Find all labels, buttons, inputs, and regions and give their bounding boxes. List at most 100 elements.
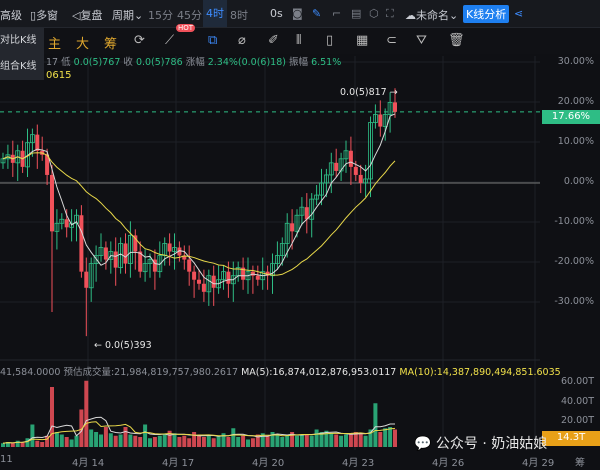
indicator-big[interactable]: 大: [76, 37, 90, 52]
volume-bar: [314, 429, 319, 447]
magnet-icon[interactable]: ⊂: [386, 33, 397, 48]
candle-body: [177, 247, 182, 256]
interval-45m[interactable]: 45分: [177, 9, 202, 22]
frame-icon[interactable]: ⌐: [332, 7, 342, 20]
candle-body: [309, 198, 315, 220]
cursor-tool-icon[interactable]: ⧉: [208, 33, 218, 48]
candle-body: [5, 154, 11, 160]
note-icon[interactable]: ▯: [326, 33, 334, 48]
settings-icon[interactable]: ⬡: [369, 7, 379, 20]
candle-body: [172, 247, 177, 252]
menu-item-compare-kline[interactable]: 对比K线: [0, 35, 37, 46]
candle-body: [353, 166, 358, 175]
replay-button[interactable]: ◁复盘: [72, 9, 103, 22]
indicator-chips[interactable]: 筹: [104, 37, 118, 52]
volume-bar: [108, 433, 113, 447]
volume-bar: [84, 380, 89, 447]
volume-bar: [10, 443, 15, 447]
advanced-button[interactable]: 高级: [0, 9, 22, 22]
interval-8h[interactable]: 8时: [230, 9, 248, 22]
candle-body: [304, 207, 309, 220]
period-dropdown[interactable]: 周期⌄: [112, 9, 144, 22]
volume-bar: [59, 434, 64, 447]
kline-analysis-button[interactable]: K线分析: [463, 5, 510, 23]
candle-body: [123, 243, 128, 264]
fullscreen-icon[interactable]: ⛶: [386, 7, 394, 20]
volume-bar: [216, 435, 221, 447]
volume-bar: [270, 432, 275, 447]
candle-body: [192, 271, 197, 280]
volume-bar: [201, 437, 206, 447]
multi-window-button[interactable]: ▯多窗: [30, 9, 59, 22]
indicator-main[interactable]: 主: [48, 37, 62, 52]
interval-4h[interactable]: 4时: [203, 0, 227, 27]
interval-15m[interactable]: 15分: [148, 9, 173, 22]
volume-bar: [275, 434, 280, 447]
change-label: 涨幅: [185, 57, 205, 68]
volume-bar: [123, 427, 128, 447]
edit-icon[interactable]: ▦: [356, 33, 369, 48]
high-marker: 0.0(5)817 →: [340, 87, 398, 98]
brush-icon[interactable]: ✐: [268, 33, 279, 48]
candle-body: [29, 134, 35, 144]
camera-icon[interactable]: ◙: [292, 7, 303, 20]
menu-item-combine-kline[interactable]: 组合K线: [0, 61, 37, 72]
candle-body: [319, 182, 324, 196]
dropdown-menu: 对比K线 组合K线: [0, 28, 44, 80]
volume-bar: [177, 437, 182, 447]
refresh-icon[interactable]: ⟳: [134, 33, 145, 48]
drawing-toolbar: 主 大 筹 ⟳ ⟋ HOT ⧉ ⌀ ✐ ⫴ ▯ ▦ ⊂ ⛛ 🗑: [0, 24, 600, 54]
volume-bar: [231, 428, 236, 447]
price-axis-label: -10.00%: [554, 216, 594, 227]
ohlc-info: 17 低 0.0(5)767 收 0.0(5)786 涨幅 2.34%(0.0(…: [46, 54, 341, 68]
candle-body: [74, 214, 79, 224]
date-label: 11: [0, 454, 13, 465]
cloud-layout-dropdown[interactable]: ☁未命名⌄: [405, 9, 459, 22]
volume-bar: [368, 429, 373, 447]
volume-bar: [187, 438, 192, 447]
volume-bar: [255, 434, 260, 447]
candle-body: [387, 102, 393, 115]
volume-bar: [138, 437, 143, 447]
share-icon[interactable]: ⋖: [514, 7, 524, 20]
layout-name: 未命名: [416, 9, 449, 22]
candle-body: [93, 255, 99, 264]
volume-info: 41,584.0000 预估成交量:21,984,819,757,980.261…: [0, 364, 561, 378]
fib-icon[interactable]: ⫴: [296, 33, 302, 48]
price-axis-label: 0.00%: [563, 176, 594, 187]
candle-body: [221, 271, 226, 281]
volume-bar: [50, 387, 54, 447]
amplitude-value: 6.51%: [311, 57, 342, 68]
bottom-right-label: 筹: [575, 458, 585, 469]
volume-bar: [143, 424, 148, 447]
price-axis-label: -20.00%: [554, 256, 594, 267]
volume-bar: [167, 430, 172, 447]
volume-bar: [393, 429, 397, 447]
pencil-icon[interactable]: ✎: [312, 7, 322, 20]
current-price-tag: 17.66%: [542, 110, 600, 124]
price-axis-label: 30.00%: [557, 56, 594, 67]
volume-bar: [94, 432, 99, 447]
volume-bar: [358, 433, 363, 447]
candle-body: [211, 275, 216, 288]
candle-body: [274, 255, 280, 264]
candle-body: [334, 162, 339, 171]
candle-body: [187, 259, 192, 272]
volume-bar: [329, 433, 334, 447]
candle-body: [343, 150, 349, 160]
volume-bar: [15, 440, 20, 447]
volume-bar: [236, 437, 241, 447]
trash-icon[interactable]: 🗑: [448, 33, 465, 48]
top-toolbar: 高级 ▯多窗 ◁复盘 周期⌄ 15分 45分 4时 8时 0s ◙ ✎ ⌐ ▤ …: [0, 0, 600, 28]
candle-body: [54, 222, 60, 232]
candle-body: [382, 114, 388, 127]
trendline-icon[interactable]: ⟋: [165, 33, 175, 48]
ruler-icon[interactable]: ⌀: [238, 33, 246, 48]
candle-body: [290, 223, 295, 232]
candle-body: [35, 134, 40, 151]
filter-icon[interactable]: ⛛: [416, 33, 427, 48]
volume-bar: [339, 435, 344, 447]
save-icon[interactable]: ▤: [351, 7, 362, 20]
volume-bar: [5, 442, 10, 447]
